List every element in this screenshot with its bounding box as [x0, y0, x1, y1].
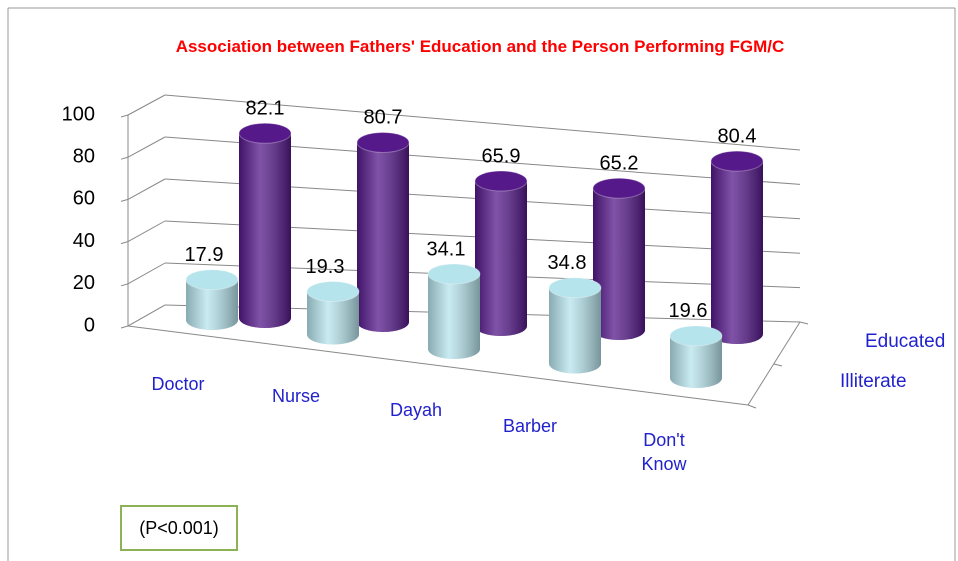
bar	[185, 269, 239, 330]
data-label: 65.9	[482, 145, 521, 167]
data-label: 80.4	[718, 125, 757, 147]
depth-tick	[747, 404, 757, 409]
bar	[306, 281, 360, 345]
data-label: 19.3	[306, 256, 345, 278]
bar-shade	[307, 291, 359, 345]
x-tick-label: Don't Know	[641, 430, 687, 474]
y-tick	[120, 156, 129, 160]
legend-label: Illiterate	[840, 371, 907, 392]
bar	[592, 177, 646, 340]
bar	[710, 150, 764, 344]
y-tick	[127, 94, 166, 116]
bar-top	[710, 150, 764, 172]
y-tick	[127, 304, 166, 327]
bar	[669, 325, 723, 388]
bar-top	[238, 122, 292, 144]
data-label: 34.1	[427, 238, 466, 260]
data-label: 17.9	[185, 244, 224, 266]
y-tick	[127, 220, 166, 243]
bar-shade	[711, 161, 763, 344]
bar-shade	[428, 273, 480, 359]
bar-shade	[357, 142, 409, 332]
depth-tick	[773, 363, 783, 367]
depth-axis	[747, 321, 801, 406]
y-tick-label: 80	[73, 145, 95, 167]
y-tick	[120, 325, 129, 329]
y-tick	[120, 241, 129, 245]
y-tick-label: 40	[73, 230, 95, 252]
bar-top	[669, 325, 723, 347]
x-tick-label: Dayah	[389, 400, 443, 420]
floor-edge	[127, 325, 749, 406]
x-tick-label: Nurse	[271, 386, 320, 406]
annotation: (P<0.001)	[120, 505, 238, 551]
y-tick	[120, 283, 129, 287]
bar-shade	[670, 335, 722, 388]
bar-shade	[475, 181, 527, 336]
bar	[427, 263, 481, 359]
y-tick-label: 100	[62, 103, 95, 125]
bar-top	[592, 177, 646, 199]
y-tick	[127, 136, 166, 158]
bar-shade	[239, 133, 291, 328]
legend-label: Educated	[865, 331, 945, 352]
data-label: 65.2	[600, 152, 639, 174]
data-label: 82.1	[246, 98, 285, 120]
data-label: 80.7	[364, 107, 403, 129]
bar	[548, 277, 602, 374]
data-label: 19.6	[669, 300, 708, 322]
bar-top	[356, 131, 410, 153]
x-tick-label: Doctor	[151, 374, 205, 394]
bar-top	[427, 263, 481, 285]
grid-line	[164, 94, 801, 151]
bar	[474, 170, 528, 336]
y-tick-label: 60	[73, 188, 95, 210]
x-tick-label: Barber	[502, 416, 558, 436]
depth-tick	[799, 321, 809, 325]
data-label: 34.8	[548, 252, 587, 274]
bar-top	[306, 281, 360, 303]
y-tick-label: 20	[73, 272, 95, 294]
y-tick	[120, 114, 129, 118]
bar-top	[548, 277, 602, 299]
bar-shade	[549, 287, 601, 374]
y-tick	[120, 198, 129, 202]
chart-title: Association between Fathers' Education a…	[175, 37, 785, 56]
y-tick	[127, 262, 166, 285]
y-tick	[127, 178, 166, 200]
bar-top	[474, 170, 528, 192]
bar	[356, 131, 410, 332]
y-tick-label: 0	[84, 314, 95, 336]
bar-top	[185, 269, 239, 291]
bar-shade	[593, 188, 645, 340]
bar-shade	[186, 279, 238, 330]
bar	[238, 122, 292, 328]
